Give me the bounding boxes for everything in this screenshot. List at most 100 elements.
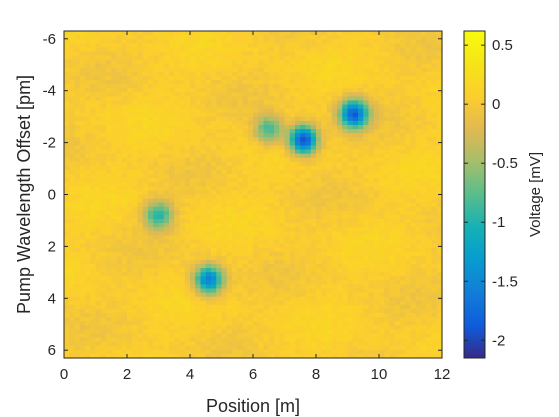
heatmap-cell: [331, 194, 338, 200]
heatmap-cell: [431, 133, 438, 138]
heatmap-cell: [179, 284, 186, 290]
heatmap-cell: [137, 223, 144, 228]
heatmap-cell: [368, 112, 375, 118]
heatmap-cell: [74, 129, 81, 134]
heatmap-cell: [64, 96, 70, 102]
heatmap-cell: [321, 308, 328, 314]
heatmap-cell: [295, 194, 301, 200]
heatmap-cell: [289, 141, 296, 147]
heatmap-cell: [279, 194, 286, 200]
heatmap-cell: [184, 288, 191, 294]
heatmap-cell: [331, 112, 338, 118]
heatmap-cell: [337, 43, 343, 48]
heatmap-cell: [426, 55, 433, 61]
heatmap-cell: [284, 125, 291, 130]
heatmap-cell: [85, 129, 91, 134]
heatmap-cell: [163, 39, 170, 44]
heatmap-cell: [79, 182, 86, 187]
heatmap-cell: [100, 100, 107, 106]
heatmap-cell: [289, 227, 296, 232]
heatmap-cell: [316, 96, 322, 102]
heatmap-cell: [226, 133, 233, 138]
heatmap-cell: [295, 190, 301, 196]
heatmap-cell: [410, 190, 417, 196]
heatmap-cell: [74, 288, 81, 294]
heatmap-cell: [95, 308, 102, 314]
heatmap-cell: [363, 263, 370, 269]
heatmap-cell: [184, 210, 191, 216]
heatmap-cell: [216, 96, 223, 102]
heatmap-cell: [431, 243, 438, 249]
heatmap-cell: [321, 227, 328, 232]
heatmap-cell: [74, 263, 81, 269]
heatmap-cell: [410, 84, 417, 89]
heatmap-cell: [106, 88, 112, 93]
heatmap-cell: [106, 231, 112, 236]
heatmap-cell: [137, 296, 144, 302]
heatmap-cell: [69, 47, 76, 53]
heatmap-cell: [247, 157, 254, 163]
heatmap-cell: [258, 88, 265, 93]
heatmap-cell: [310, 92, 317, 97]
heatmap-cell: [300, 161, 307, 167]
heatmap-cell: [121, 129, 128, 134]
heatmap-cell: [195, 67, 202, 73]
heatmap-cell: [373, 43, 380, 48]
heatmap-cell: [163, 71, 170, 77]
heatmap-cell: [106, 141, 112, 147]
heatmap-cell: [268, 206, 275, 212]
heatmap-cell: [190, 55, 196, 61]
heatmap-cell: [284, 120, 291, 126]
heatmap-cell: [74, 174, 81, 179]
heatmap-cell: [316, 186, 322, 192]
heatmap-cell: [310, 296, 317, 302]
heatmap-cell: [268, 243, 275, 249]
heatmap-cell: [179, 202, 186, 208]
heatmap-cell: [106, 243, 112, 249]
heatmap-cell: [410, 214, 417, 220]
heatmap-cell: [379, 190, 385, 196]
heatmap-cell: [347, 75, 354, 81]
heatmap-cell: [142, 235, 149, 241]
heatmap-cell: [148, 47, 154, 53]
heatmap-cell: [410, 100, 417, 106]
heatmap-cell: [368, 153, 375, 159]
heatmap-cell: [106, 194, 112, 200]
heatmap-cell: [431, 116, 438, 122]
heatmap-cell: [216, 198, 223, 204]
heatmap-cell: [200, 116, 207, 122]
heatmap-cell: [142, 92, 149, 97]
heatmap-cell: [205, 63, 212, 69]
heatmap-cell: [142, 292, 149, 298]
heatmap-cell: [74, 296, 81, 302]
heatmap-cell: [310, 125, 317, 130]
heatmap-cell: [148, 186, 154, 192]
heatmap-cell: [127, 198, 133, 204]
heatmap-cell: [326, 300, 333, 306]
heatmap-cell: [116, 63, 123, 69]
heatmap-cell: [205, 214, 212, 220]
heatmap-cell: [337, 263, 343, 269]
heatmap-cell: [263, 276, 270, 281]
heatmap-cell: [221, 80, 228, 85]
heatmap-cell: [174, 284, 181, 290]
heatmap-cell: [237, 223, 244, 228]
heatmap-cell: [274, 141, 280, 147]
heatmap-cell: [421, 243, 427, 249]
heatmap-cell: [363, 304, 370, 310]
heatmap-cell: [232, 227, 238, 232]
heatmap-cell: [195, 55, 202, 61]
heatmap-cell: [153, 47, 160, 53]
heatmap-cell: [415, 292, 422, 298]
heatmap-cell: [379, 92, 385, 97]
heatmap-cell: [153, 223, 160, 228]
heatmap-cell: [258, 120, 265, 126]
heatmap-cell: [331, 120, 338, 126]
heatmap-cell: [190, 251, 196, 257]
heatmap-cell: [295, 247, 301, 253]
heatmap-cell: [274, 47, 280, 53]
heatmap-cell: [310, 35, 317, 40]
heatmap-cell: [316, 288, 322, 294]
heatmap-cell: [121, 120, 128, 126]
heatmap-cell: [421, 194, 427, 200]
